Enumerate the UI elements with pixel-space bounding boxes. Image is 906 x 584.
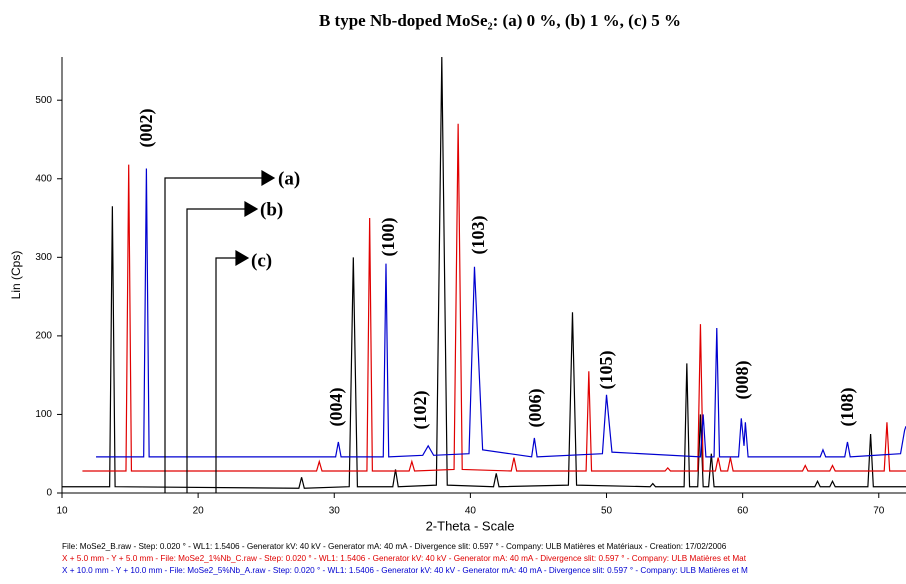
x-tick-label: 30 bbox=[329, 506, 341, 517]
peak-label: (108) bbox=[837, 388, 858, 427]
y-tick-label: 100 bbox=[35, 409, 52, 420]
footer-note: X + 10.0 mm - Y + 10.0 mm - File: MoSe2_… bbox=[62, 566, 748, 575]
peak-label: (105) bbox=[596, 351, 617, 390]
peak-label: (008) bbox=[732, 361, 753, 400]
y-tick-label: 0 bbox=[46, 488, 52, 499]
series-line bbox=[62, 56, 906, 489]
x-tick-label: 20 bbox=[193, 506, 205, 517]
peak-label: (102) bbox=[410, 391, 431, 430]
chart-title: B type Nb-doped MoSe₂: (a) 0 %, (b) 1 %,… bbox=[319, 11, 681, 30]
arrow bbox=[164, 177, 262, 493]
x-tick-label: 40 bbox=[465, 506, 477, 517]
y-tick-label: 400 bbox=[35, 173, 52, 184]
arrow-head bbox=[235, 249, 250, 267]
x-tick-label: 70 bbox=[873, 506, 885, 517]
arrow bbox=[186, 208, 245, 493]
arrow-head bbox=[244, 200, 259, 218]
legend-label: (b) bbox=[260, 199, 283, 220]
peak-label: (103) bbox=[468, 216, 489, 255]
series-line bbox=[82, 123, 906, 472]
x-tick-label: 10 bbox=[56, 506, 68, 517]
legend-arrows bbox=[164, 169, 276, 493]
y-tick-label: 300 bbox=[35, 252, 52, 263]
peak-label: (002) bbox=[136, 109, 157, 148]
peak-label: (100) bbox=[378, 218, 399, 257]
y-axis-label: Lin (Cps) bbox=[9, 251, 23, 300]
arrow bbox=[215, 257, 236, 493]
legend-label: (a) bbox=[278, 168, 300, 189]
x-tick-label: 60 bbox=[737, 506, 749, 517]
y-tick-label: 200 bbox=[35, 331, 52, 342]
footer-note: File: MoSe2_B.raw - Step: 0.020 ° - WL1:… bbox=[62, 542, 727, 551]
series-line bbox=[96, 168, 906, 458]
footer-note: X + 5.0 mm - Y + 5.0 mm - File: MoSe2_1%… bbox=[62, 554, 747, 563]
plot-area bbox=[62, 56, 906, 489]
x-axis-label: 2-Theta - Scale bbox=[426, 518, 515, 533]
legend-label: (c) bbox=[251, 250, 272, 271]
x-tick-label: 50 bbox=[601, 506, 613, 517]
arrow-head bbox=[261, 169, 276, 187]
peak-label: (004) bbox=[326, 388, 347, 427]
peak-label: (006) bbox=[525, 389, 546, 428]
y-tick-label: 500 bbox=[35, 95, 52, 106]
